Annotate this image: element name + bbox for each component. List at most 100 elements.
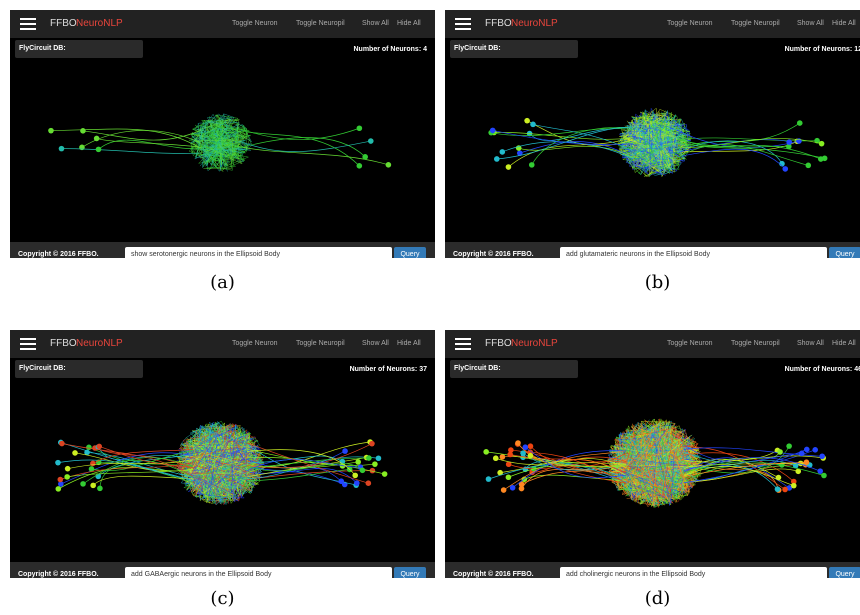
arbor (631, 116, 690, 147)
soma (59, 440, 65, 447)
soma (782, 166, 789, 172)
soma (369, 467, 376, 474)
db-label: FlyCircuit DB: (450, 40, 578, 58)
db-label: FlyCircuit DB: (15, 360, 143, 378)
projection (683, 455, 824, 463)
projection (677, 141, 825, 159)
menu-bar (20, 343, 36, 345)
projection (502, 141, 633, 159)
nav-link[interactable]: Toggle Neuropil (731, 340, 780, 347)
nav-link[interactable]: Show All (362, 340, 389, 347)
projection (246, 457, 367, 478)
soma (499, 149, 506, 155)
soma (817, 468, 824, 474)
soma (381, 471, 388, 477)
menu-bar (20, 23, 36, 25)
navbar: FFBO NeuroNLP Toggle Neuron Toggle Neuropil… (445, 10, 860, 38)
projection (525, 446, 627, 479)
viewer (10, 38, 435, 242)
menu-icon[interactable] (455, 338, 471, 350)
soma (355, 459, 361, 465)
query-input[interactable]: add cholinergic neurons in the Ellipsoid… (560, 567, 827, 578)
nav-link[interactable]: Toggle Neuropil (296, 340, 345, 347)
nav-link[interactable]: Show All (797, 20, 824, 27)
nav-link[interactable]: Hide All (397, 340, 421, 347)
query-input[interactable]: add GABAergic neurons in the Ellipsoid B… (125, 567, 392, 578)
soma (819, 453, 825, 460)
nav-link[interactable]: Show All (362, 20, 389, 27)
projection (525, 460, 627, 483)
projection (246, 455, 343, 463)
projection (246, 469, 350, 482)
nav-link[interactable]: Show All (797, 340, 824, 347)
projection (532, 456, 627, 473)
app-name: NeuroNLP (511, 338, 558, 349)
projection (683, 451, 778, 490)
soma (518, 481, 525, 488)
soma (367, 138, 374, 144)
projection (81, 130, 201, 148)
arbor (621, 430, 688, 495)
neuron-render (483, 418, 827, 508)
brand: FFBO (485, 338, 512, 349)
soma (372, 461, 378, 467)
screenshot: FFBO NeuroNLP Toggle Neuron Toggle Neuropil… (445, 10, 860, 258)
nav-link[interactable]: Toggle Neuron (667, 340, 713, 347)
soma (64, 474, 70, 480)
soma (497, 469, 503, 476)
query-input[interactable]: show serotonergic neurons in the Ellipso… (125, 247, 392, 258)
projection (60, 452, 194, 485)
projection (82, 130, 201, 141)
projection (683, 466, 794, 486)
soma (64, 465, 71, 472)
projection (510, 454, 627, 474)
soma (88, 466, 95, 472)
projection (683, 449, 807, 484)
soma (55, 459, 61, 466)
nav-link[interactable]: Hide All (832, 340, 856, 347)
menu-icon[interactable] (20, 18, 36, 30)
query-button[interactable]: Query (394, 247, 426, 258)
soma (95, 146, 102, 153)
projection (61, 443, 194, 477)
soma (86, 444, 92, 451)
arbor (634, 111, 689, 162)
menu-icon[interactable] (455, 18, 471, 30)
neuron-count: Number of Neurons: 37 (349, 366, 427, 373)
query-button[interactable]: Query (829, 567, 860, 578)
arbor (191, 119, 242, 167)
query-button[interactable]: Query (829, 247, 860, 258)
copyright: Copyright © 2016 FFBO. (18, 251, 99, 258)
projection (508, 136, 633, 168)
nav-link[interactable]: Hide All (397, 20, 421, 27)
nav-link[interactable]: Toggle Neuron (232, 340, 278, 347)
arbor (615, 427, 692, 499)
nav-link[interactable]: Toggle Neuropil (731, 20, 780, 27)
menu-icon[interactable] (20, 338, 36, 350)
footer: Copyright © 2016 FFBO. show serotonergic … (10, 242, 435, 258)
menu-bar (20, 18, 36, 20)
projection (517, 443, 627, 484)
projection (495, 457, 627, 469)
projection (677, 148, 786, 170)
projection (67, 459, 194, 470)
nav-link[interactable]: Toggle Neuropil (296, 20, 345, 27)
arbor (194, 119, 246, 164)
query-input[interactable]: add glutamateric neurons in the Ellipsoi… (560, 247, 827, 258)
nav-link[interactable]: Toggle Neuron (667, 20, 713, 27)
query-button[interactable]: Query (394, 567, 426, 578)
soma (48, 127, 54, 134)
soma (96, 443, 103, 450)
nav-link[interactable]: Toggle Neuron (232, 20, 278, 27)
navbar: FFBO NeuroNLP Toggle Neuron Toggle Neuropil… (445, 330, 860, 358)
soma (786, 485, 793, 491)
soma (90, 482, 96, 489)
soma (80, 128, 86, 134)
arbor (192, 434, 242, 498)
nav-link[interactable]: Hide All (832, 20, 856, 27)
projection (683, 468, 799, 483)
menu-bar (455, 18, 471, 20)
projection (493, 132, 633, 140)
soma (777, 449, 783, 455)
